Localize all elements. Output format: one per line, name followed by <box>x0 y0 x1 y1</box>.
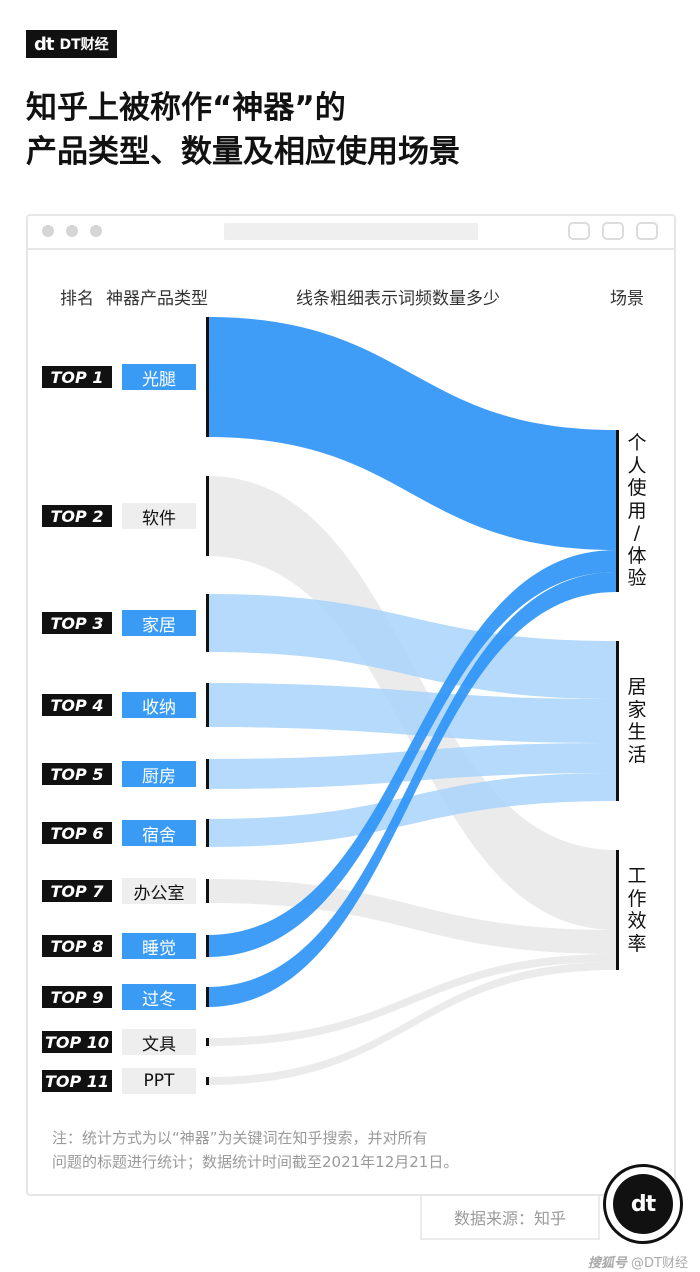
dt-logo-icon: dt <box>613 1174 673 1234</box>
close-icon <box>42 225 54 237</box>
dt-logo-badge: dt <box>603 1164 683 1244</box>
scene-label: 个人使用 / 体验 <box>622 432 652 590</box>
data-source: 数据来源：知乎 <box>420 1196 600 1240</box>
footnote: 注：统计方式为以“神器”为关键词在知乎搜索，并对所有 问题的标题进行统计；数据统… <box>52 1126 542 1174</box>
header-middle: 线条粗细表示词频数量多少 <box>296 289 500 309</box>
maximize-icon <box>90 225 102 237</box>
rank-label: TOP 3 <box>42 612 112 634</box>
scene-char: / <box>633 522 641 545</box>
scene-char: 活 <box>627 743 647 766</box>
scene-char: 用 <box>627 499 647 522</box>
address-bar <box>224 223 478 240</box>
minimize-icon <box>66 225 78 237</box>
rank-label: TOP 9 <box>42 986 112 1008</box>
footer-account: @DT财经 <box>631 1256 688 1271</box>
product-type-label: 过冬 <box>122 984 196 1010</box>
product-type-label: 睡觉 <box>122 933 196 959</box>
product-type-label: 宿舍 <box>122 820 196 846</box>
rank-label: TOP 5 <box>42 763 112 785</box>
rank-label: TOP 7 <box>42 880 112 902</box>
product-type-label: 收纳 <box>122 692 196 718</box>
page-title: 知乎上被称作“神器”的 产品类型、数量及相应使用场景 <box>26 86 460 174</box>
scene-char: 个 <box>627 432 647 455</box>
scene-label: 工作效率 <box>622 865 652 955</box>
product-type-label: 文具 <box>122 1029 196 1055</box>
product-type-label: PPT <box>122 1068 196 1094</box>
product-type-label: 办公室 <box>122 878 196 904</box>
header-type: 神器产品类型 <box>106 289 208 309</box>
scene-char: 率 <box>627 932 647 955</box>
footnote-line-2: 问题的标题进行统计；数据统计时间截至2021年12月21日。 <box>52 1153 459 1171</box>
record-icon <box>568 222 590 240</box>
scene-char: 家 <box>627 698 647 721</box>
scene-char: 人 <box>627 454 647 477</box>
share-icon <box>602 222 624 240</box>
product-type-label: 家居 <box>122 610 196 636</box>
scene-char: 验 <box>627 567 647 590</box>
brand-logo: dt <box>34 33 54 55</box>
brand-badge: dt DT财经 <box>26 30 117 58</box>
scene-char: 使 <box>627 477 647 500</box>
rank-label: TOP 2 <box>42 505 112 527</box>
header-rank: 排名 <box>60 289 94 309</box>
title-line-1: 知乎上被称作“神器”的 <box>26 90 346 126</box>
window-titlebar <box>28 216 674 250</box>
brand-name: DT财经 <box>59 37 109 53</box>
rank-label: TOP 8 <box>42 935 112 957</box>
footer-watermark: 搜狐号 @DT财经 <box>588 1252 688 1271</box>
scene-char: 生 <box>627 721 647 743</box>
scene-char: 工 <box>627 865 647 887</box>
rank-label: TOP 1 <box>42 366 112 388</box>
footer-platform: 搜狐号 <box>587 1256 627 1271</box>
product-type-label: 软件 <box>122 503 196 529</box>
scene-label: 居家生活 <box>622 676 652 766</box>
scene-char: 居 <box>627 676 647 698</box>
tabs-icon <box>636 222 658 240</box>
rank-label: TOP 11 <box>42 1070 112 1092</box>
title-line-2: 产品类型、数量及相应使用场景 <box>26 134 460 170</box>
product-type-label: 光腿 <box>122 364 196 390</box>
rank-label: TOP 4 <box>42 694 112 716</box>
header-scene: 场景 <box>610 289 644 309</box>
rank-label: TOP 10 <box>42 1031 112 1053</box>
footnote-line-1: 注：统计方式为以“神器”为关键词在知乎搜索，并对所有 <box>52 1129 428 1147</box>
scene-char: 作 <box>627 887 647 910</box>
scene-char: 体 <box>627 544 647 567</box>
rank-label: TOP 6 <box>42 822 112 844</box>
scene-char: 效 <box>627 910 647 932</box>
product-type-label: 厨房 <box>122 761 196 787</box>
